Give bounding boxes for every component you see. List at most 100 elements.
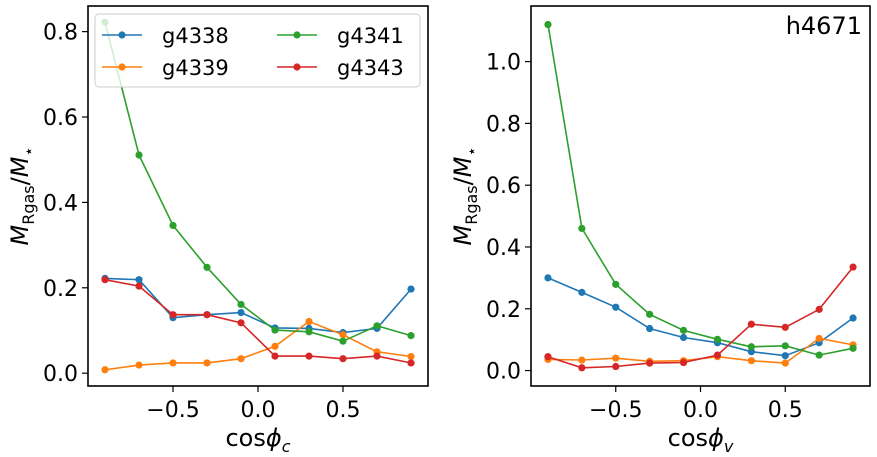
y-tick-label: 0.6 — [43, 106, 78, 131]
legend-box — [94, 13, 421, 88]
data-point-g4338 — [612, 303, 620, 311]
data-point-g4341 — [135, 151, 143, 159]
data-point-g4339 — [747, 357, 755, 365]
data-point-g4343 — [169, 311, 177, 319]
data-point-g4341 — [612, 280, 620, 288]
data-point-g4343 — [373, 352, 381, 360]
x-tick-label: 0.0 — [241, 398, 276, 423]
data-point-g4343 — [646, 359, 654, 367]
legend-label-g4339: g4339 — [162, 56, 229, 80]
data-point-g4341 — [339, 337, 347, 345]
data-point-g4341 — [169, 221, 177, 230]
data-point-g4338 — [679, 333, 688, 342]
data-point-g4343 — [849, 263, 857, 271]
y-axis-label-m2: M — [6, 156, 34, 177]
data-point-g4341 — [713, 335, 722, 343]
data-point-g4341 — [849, 344, 857, 352]
legend-marker-g4343 — [293, 63, 301, 71]
data-point-g4343 — [815, 305, 823, 313]
legend-marker-g4338 — [118, 31, 126, 39]
data-point-g4343 — [781, 323, 789, 331]
y-axis-label-subscript-rgas: Rgas — [462, 185, 481, 224]
x-tick-label: −0.5 — [589, 398, 642, 423]
legend-label-g4341: g4341 — [337, 24, 404, 48]
data-point-g4341 — [747, 343, 755, 351]
data-point-g4343 — [271, 352, 279, 360]
data-point-g4338 — [135, 276, 143, 284]
y-tick-label: 0.8 — [43, 21, 78, 46]
data-point-g4339 — [101, 366, 109, 374]
y-tick-label: 0.6 — [486, 174, 521, 199]
right-panel: −0.5 0.0 0.50.00.20.40.60.81.0cosϕvMRgas/M… — [449, 5, 871, 456]
data-point-g4339 — [237, 355, 245, 363]
data-point-g4339 — [612, 354, 620, 362]
data-point-g4343 — [747, 320, 755, 328]
y-tick-label: 0.8 — [486, 112, 521, 137]
x-axis-label-cos: cos — [668, 424, 708, 452]
legend-label-g4338: g4338 — [162, 24, 229, 48]
data-point-g4339 — [339, 331, 347, 339]
data-point-g4338 — [407, 285, 415, 293]
series-line-g4339 — [104, 320, 412, 371]
y-axis-label: MRgas/M⋆ — [449, 147, 481, 246]
legend-label-g4343: g4343 — [337, 56, 404, 80]
x-tick-label: 0.5 — [768, 398, 803, 423]
x-axis-label-subscript: c — [282, 437, 291, 456]
left-panel: −0.5 0.0 0.50.00.20.40.60.8cosϕcMRgas/M⋆g4… — [6, 5, 429, 456]
y-tick-label: 0.4 — [486, 236, 521, 261]
x-tick-label: −0.5 — [146, 398, 199, 423]
data-point-g4341 — [815, 351, 823, 359]
series-line-g4341 — [547, 24, 854, 356]
legend-marker-g4341 — [293, 31, 301, 39]
x-tick-label: 0.5 — [326, 398, 361, 423]
y-tick-label: 0.2 — [486, 298, 521, 323]
x-axis-label-cos: cos — [225, 424, 265, 452]
data-point-g4343 — [135, 282, 143, 290]
series-line-g4341 — [104, 22, 412, 343]
y-tick-label: 0.2 — [43, 277, 78, 302]
data-point-g4341 — [679, 326, 688, 334]
series-line-g4343 — [104, 278, 412, 364]
data-point-g4343 — [713, 351, 722, 359]
y-tick-label: 0.0 — [43, 362, 78, 387]
data-point-g4339 — [407, 352, 415, 361]
data-point-g4343 — [203, 311, 211, 319]
y-axis-label-m2: M — [449, 156, 477, 177]
data-point-g4341 — [578, 224, 586, 233]
x-tick-label: 0.0 — [683, 398, 718, 423]
y-axis-label-subscript-rgas: Rgas — [19, 185, 38, 224]
data-point-g4343 — [612, 362, 620, 371]
data-point-g4338 — [646, 324, 654, 333]
data-point-g4338 — [237, 308, 245, 317]
data-point-g4338 — [747, 348, 755, 356]
data-point-g4343 — [407, 359, 415, 367]
data-point-g4339 — [271, 342, 279, 350]
data-point-g4343 — [679, 358, 688, 367]
y-axis-label: MRgas/M⋆ — [6, 147, 38, 246]
data-point-g4341 — [646, 310, 654, 318]
x-axis-label-phi: ϕ — [266, 424, 282, 452]
data-point-g4343 — [237, 319, 245, 327]
y-axis-label-slash: / — [6, 176, 34, 185]
data-point-g4341 — [305, 328, 313, 336]
y-axis-label-m: M — [6, 224, 34, 245]
panel-annotation: h4671 — [786, 12, 862, 40]
data-point-g4343 — [339, 355, 347, 363]
legend-marker-g4339 — [118, 63, 126, 71]
y-tick-label: 0.4 — [43, 191, 78, 216]
data-point-g4341 — [203, 263, 211, 271]
data-point-g4343 — [544, 353, 552, 361]
y-axis-label-m: M — [449, 224, 477, 245]
data-point-g4343 — [578, 364, 586, 372]
data-point-g4343 — [305, 352, 313, 360]
x-axis-label: cosϕv — [668, 424, 734, 456]
data-point-g4343 — [101, 276, 109, 284]
x-axis-label-phi: ϕ — [708, 424, 724, 452]
y-axis-label-subscript-star: ⋆ — [19, 147, 38, 157]
data-point-g4339 — [135, 361, 143, 369]
series-line-g4343 — [547, 266, 854, 369]
data-point-g4341 — [271, 326, 279, 334]
y-axis-label-slash: / — [449, 176, 477, 185]
data-point-g4339 — [781, 359, 789, 367]
